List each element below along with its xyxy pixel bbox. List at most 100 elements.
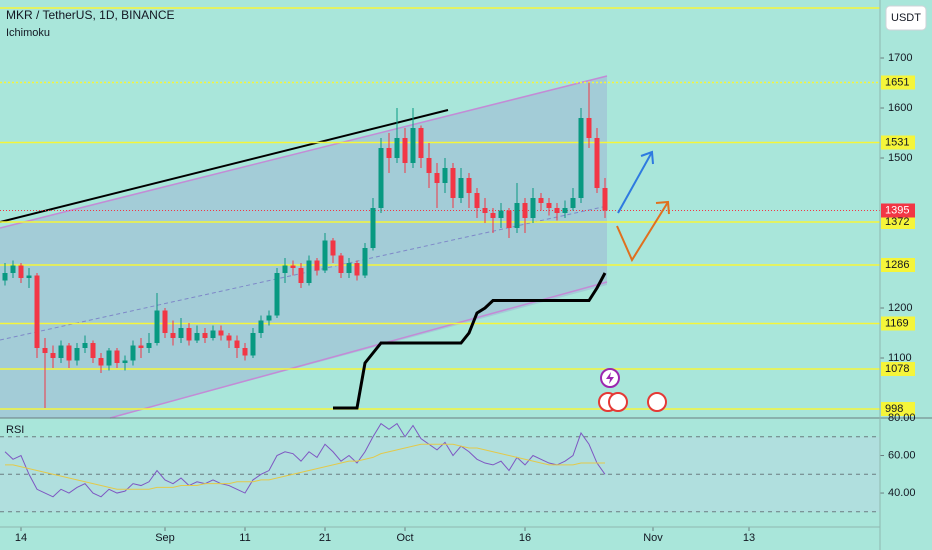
level-label: 998 [885,403,903,415]
chart-title: MKR / TetherUS, 1D, BINANCE [6,8,175,22]
candle-body [122,360,128,363]
candle-body [418,128,424,158]
x-tick-label: Nov [643,532,663,544]
candle-body [546,203,552,208]
x-tick-label: Sep [155,532,175,544]
candle-body [538,198,544,203]
candle-body [82,343,88,348]
candle-body [2,273,8,281]
candle-body [50,353,56,358]
candle-body [298,268,304,283]
candle-body [490,213,496,218]
candle-body [322,240,328,271]
candle-body [218,330,224,336]
candle-body [42,348,48,353]
channel-fill [0,76,607,418]
event-icon-bolt [606,372,614,384]
candle-body [578,118,584,198]
level-label: 1651 [885,76,909,88]
candle-body [330,240,336,256]
candle-body [10,265,16,273]
candle-body [434,173,440,183]
trendline [0,109,449,223]
channel-upper [0,75,608,229]
x-tick-label: 16 [519,532,531,544]
candle-body [202,333,208,338]
x-tick-label: Oct [396,532,413,544]
candle-body [58,345,64,358]
y-tick-label: 1600 [888,102,912,114]
level-tag [881,258,915,272]
currency-button[interactable] [885,5,927,31]
level-label: 1372 [885,216,909,228]
candle-body [34,275,40,348]
x-tick-label: 11 [239,532,250,544]
candle-body [602,188,608,211]
rsi-label: RSI [6,424,24,436]
candle-body [154,310,160,343]
level-tag [881,362,915,376]
level-tag [881,316,915,331]
last-price-tag [881,203,915,218]
candle-body [274,273,280,316]
candle-body [282,265,288,273]
candle-body [362,248,368,276]
candle-body [450,168,456,198]
x-tick-label: 13 [743,532,755,544]
rsi-tick-label: 40.00 [888,487,916,499]
candle-body [498,210,504,218]
down-up-arrow-head [655,200,670,215]
candle-body [530,198,536,218]
y-tick-label: 1200 [888,302,912,314]
candle-body [106,350,112,366]
level-tag [881,402,915,416]
candle-body [146,343,152,348]
currency-label: USDT [891,12,921,24]
rsi-line [5,443,605,490]
candle-body [162,310,168,333]
level-label: 1286 [885,259,909,271]
rsi-tick-label: 60.00 [888,449,916,461]
y-tick-label: 1100 [888,352,912,364]
candle-body [354,263,360,276]
level-label: 1078 [885,363,909,375]
candle-body [570,198,576,208]
candle-body [514,203,520,228]
level-label: 1531 [885,136,909,148]
rsi-line [4,422,606,498]
candle-body [74,348,80,361]
candle-body [458,178,464,198]
candle-body [26,275,32,278]
candle-body [210,330,216,338]
candle-body [506,210,512,228]
candle-body [394,138,400,158]
candle-body [466,178,472,193]
candle-body [306,260,312,283]
level-tag [881,135,915,150]
us-flag-icon[interactable] [647,392,667,412]
candle-body [562,208,568,213]
candle-body [402,138,408,163]
indicator-label: Ichimoku [6,27,50,39]
candle-body [378,148,384,208]
candle-body [66,345,72,361]
candle-body [426,158,432,173]
y-tick-label: 1700 [888,52,912,64]
candle-body [18,265,24,278]
x-tick-label: 14 [15,532,27,544]
candle-body [186,328,192,341]
candle-body [114,350,120,363]
candle-body [314,260,320,271]
candle-body [594,138,600,188]
candle-body [170,333,176,338]
candle-body [194,333,200,341]
candle-body [482,208,488,213]
candle-body [474,193,480,208]
candle-body [586,118,592,138]
down-up-arrow [616,201,669,263]
us-flag-icon[interactable] [608,392,628,412]
candle-body [386,148,392,158]
candle-body [250,333,256,356]
rsi-tick-label: 80.00 [888,412,916,424]
